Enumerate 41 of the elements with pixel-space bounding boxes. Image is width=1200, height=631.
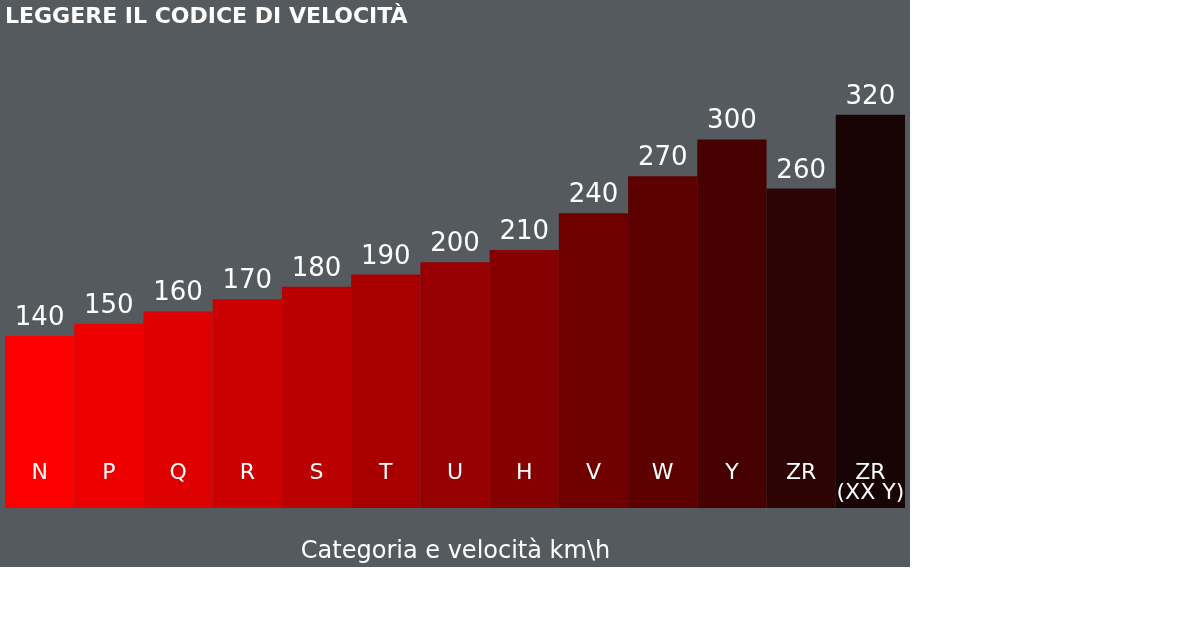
data-label: 180	[291, 251, 342, 282]
bar	[489, 250, 559, 508]
data-label: 260	[776, 153, 826, 184]
x-tick-label: Y	[724, 459, 740, 484]
data-label: 160	[153, 276, 203, 307]
x-tick-label: T	[378, 459, 394, 484]
data-label: 240	[568, 178, 619, 209]
x-tick-label: V	[585, 459, 601, 484]
x-tick-label: N	[31, 459, 48, 484]
data-label: 270	[637, 141, 688, 172]
bar	[143, 311, 213, 508]
chart-title: LEGGERE IL CODICE DI VELOCITÀ	[5, 3, 408, 28]
bar	[74, 323, 144, 508]
x-tick-label: H	[515, 459, 533, 484]
data-label: 170	[222, 264, 273, 295]
bar	[628, 176, 698, 508]
data-label: 150	[84, 288, 134, 319]
x-tick-label: P	[102, 459, 116, 484]
data-label: 140	[14, 301, 65, 331]
x-tick-label: R	[239, 459, 255, 484]
bar	[697, 139, 767, 508]
x-tick-label: W	[651, 459, 674, 484]
data-label: 190	[360, 239, 411, 270]
x-tick-label: Q	[169, 459, 187, 484]
bar	[835, 114, 905, 508]
x-tick-label: ZR	[785, 459, 817, 484]
data-label: 200	[430, 227, 480, 258]
data-label: 320	[845, 79, 896, 110]
bar	[351, 274, 421, 508]
x-axis-title: Categoria e velocità km\h	[300, 535, 611, 564]
x-tick-label: ZR (XX Y)	[836, 459, 905, 504]
x-tick-label: S	[309, 459, 324, 484]
bar	[212, 299, 282, 508]
x-tick-label: U	[446, 459, 464, 484]
bar	[420, 262, 490, 508]
data-label: 300	[707, 104, 757, 135]
bar	[5, 336, 75, 508]
bar	[766, 188, 836, 508]
bar	[281, 286, 352, 508]
bar	[558, 213, 629, 508]
data-label: 210	[499, 215, 550, 245]
